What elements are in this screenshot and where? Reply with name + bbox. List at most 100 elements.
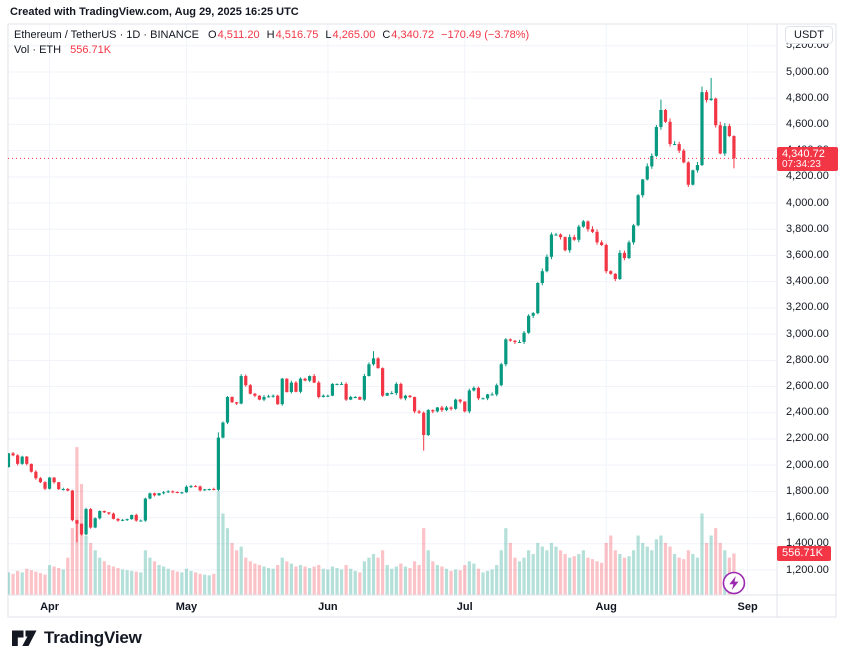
candle-body xyxy=(668,121,672,145)
volume-bar xyxy=(308,567,312,595)
candle-body xyxy=(609,271,613,274)
candle-body xyxy=(116,518,120,521)
volume-bar xyxy=(339,569,344,595)
candle-body xyxy=(289,382,293,393)
candle-body xyxy=(504,339,508,365)
candle-body xyxy=(349,397,353,400)
price-tick-label: 3,200.00 xyxy=(786,301,829,314)
volume-bar xyxy=(175,571,179,595)
volume-bar xyxy=(280,557,284,595)
volume-bar xyxy=(303,566,307,595)
brand-name: TradingView xyxy=(44,628,142,647)
volume-bar xyxy=(586,557,590,595)
volume-bar xyxy=(317,565,321,595)
candle-body xyxy=(513,340,517,342)
candle-body xyxy=(568,237,572,251)
candle-body xyxy=(508,339,512,341)
candle-body xyxy=(162,492,166,494)
candle-body xyxy=(695,165,700,171)
candle-body xyxy=(495,385,499,395)
candle-body xyxy=(203,489,207,491)
volume-bar xyxy=(326,569,330,595)
symbol-title: Ethereum / TetherUS · 1D · BINANCE xyxy=(14,29,200,41)
volume-bar xyxy=(412,561,417,595)
price-tick-label: 2,200.00 xyxy=(786,432,829,445)
candle-body xyxy=(84,509,88,535)
candle-body xyxy=(431,410,435,412)
candle-body xyxy=(394,383,398,394)
volume-legend-label: Vol · ETH xyxy=(14,44,62,56)
volume-bar xyxy=(609,535,613,595)
candle-body xyxy=(622,252,627,259)
volume-bar xyxy=(198,573,202,595)
volume-bar xyxy=(568,557,572,595)
candle-body xyxy=(294,382,298,392)
volume-bar xyxy=(266,567,271,595)
volume-bar xyxy=(111,566,116,595)
currency-toggle-button[interactable]: USDT xyxy=(785,26,833,44)
volume-bar xyxy=(180,572,184,595)
candle-body xyxy=(111,513,116,519)
volume-bar xyxy=(577,553,581,595)
volume-bar xyxy=(262,566,266,595)
price-tick-label: 2,400.00 xyxy=(786,406,829,419)
candle-body xyxy=(339,383,344,385)
volume-bar xyxy=(399,563,403,595)
volume-bar xyxy=(504,528,508,595)
volume-bar xyxy=(271,568,275,595)
volume-bar xyxy=(499,550,503,595)
candle-body xyxy=(581,221,585,227)
volume-bar xyxy=(654,539,658,595)
volume-bar xyxy=(34,571,38,595)
volume-bar xyxy=(130,570,134,595)
volume-bar xyxy=(276,565,280,595)
volume-bar xyxy=(353,570,357,595)
candle-body xyxy=(125,519,129,521)
candle-body xyxy=(376,358,380,369)
month-tick-label: May xyxy=(175,601,198,613)
volume-bar xyxy=(116,567,120,595)
candle-body xyxy=(89,509,93,528)
candle-body xyxy=(604,244,608,272)
volume-bar xyxy=(641,542,645,595)
volume-bar xyxy=(230,542,234,595)
volume-bar xyxy=(444,568,449,595)
volume-bar xyxy=(93,550,97,595)
candle-body xyxy=(335,383,339,385)
volume-bar xyxy=(435,565,439,595)
volume-bar xyxy=(193,572,198,595)
candle-body xyxy=(52,477,56,483)
candle-body xyxy=(134,514,138,521)
candle-body xyxy=(700,92,704,166)
volume-bar xyxy=(558,550,563,595)
volume-bar xyxy=(235,550,239,595)
volume-bar xyxy=(645,546,649,595)
candle-body xyxy=(130,514,134,520)
candle-body xyxy=(47,477,52,489)
volume-bar xyxy=(84,535,88,595)
candle-body xyxy=(362,376,366,400)
volume-bar xyxy=(152,561,157,595)
volume-bar xyxy=(29,570,33,595)
candle-body xyxy=(545,256,549,272)
candle-body xyxy=(531,313,535,316)
candle-body xyxy=(193,486,198,488)
volume-series xyxy=(8,447,736,595)
candle-body xyxy=(412,397,417,412)
volume-bar xyxy=(426,550,430,595)
candle-body xyxy=(212,489,216,491)
volume-bar xyxy=(253,563,257,595)
candle-body xyxy=(682,150,686,163)
candle-body xyxy=(645,166,649,180)
candle-body xyxy=(79,523,84,535)
candle-body xyxy=(198,486,202,491)
candle-body xyxy=(650,155,654,167)
legend-row-main: Ethereum / TetherUS · 1D · BINANCE O4,511… xyxy=(14,28,529,43)
volume-bar xyxy=(417,565,421,595)
candle-body xyxy=(449,407,453,409)
candle-body xyxy=(312,376,316,383)
candle-body xyxy=(440,407,444,411)
candle-body xyxy=(257,395,262,400)
candle-body xyxy=(663,110,668,122)
